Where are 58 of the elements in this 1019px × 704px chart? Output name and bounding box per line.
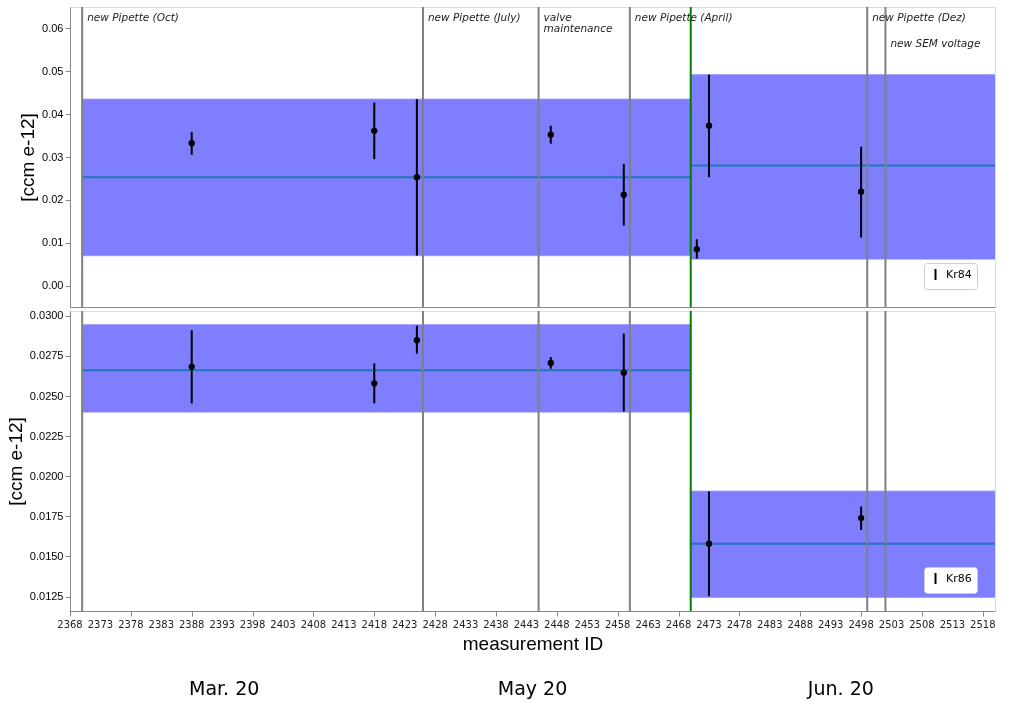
x-tick-label: 2393 (209, 619, 235, 630)
x-tick-label: 2418 (361, 619, 387, 630)
text: Jun. 20 (806, 677, 874, 699)
x-tick-label: 2388 (178, 619, 205, 630)
y-tick-label: 0.00 (42, 279, 64, 292)
y-tick-label: 0.04 (42, 107, 64, 120)
x-tick-label: 2513 (939, 619, 966, 630)
x-tick-label: 2413 (331, 619, 357, 630)
y-tick-label: 0.0125 (29, 590, 64, 603)
y-tick-label: 0.02 (42, 193, 64, 206)
y-tick-label: 0.0175 (29, 509, 64, 522)
x-tick-label: 2478 (726, 619, 753, 630)
y-tick-label: 0.0250 (29, 389, 64, 402)
x-axis-title: measurement ID (462, 633, 604, 654)
ref-line-label: new SEM voltage (890, 37, 981, 49)
x-tick-label: 2518 (970, 619, 996, 630)
x-tick-label: 2443 (513, 619, 540, 630)
text: Mar. 20 (188, 677, 260, 699)
x-tick-label: 2468 (665, 619, 692, 630)
x-tick-label: 2463 (635, 619, 661, 630)
y-tick-label: 0.0275 (29, 349, 64, 362)
y-tick-label: 0.0150 (29, 549, 64, 562)
y-tick-label: 0.03 (42, 150, 64, 163)
x-tick-label: 2408 (300, 619, 327, 630)
x-tick-label: 2428 (422, 619, 448, 630)
x-tick-label: 2453 (574, 619, 600, 630)
x-tick-label: 2448 (544, 619, 570, 630)
y-axis-title: [ccm e-12] (4, 417, 26, 506)
x-tick-label: 2473 (696, 619, 722, 630)
y-tick-label: 0.06 (42, 21, 64, 34)
x-tick-label: 2488 (787, 619, 813, 630)
x-tick-label: 2433 (452, 619, 479, 630)
x-tick-label: 2498 (848, 619, 874, 630)
x-tick-label: 2373 (87, 619, 114, 630)
x-tick-label: 2378 (118, 619, 144, 630)
x-tick-label: 2368 (57, 619, 83, 630)
x-tick-label: 2493 (817, 619, 844, 630)
ref-line-label: valve maintenance (543, 11, 613, 34)
x-tick-label: 2383 (148, 619, 175, 630)
x-tick-label: 2508 (909, 619, 935, 630)
x-tick-label: 2483 (757, 619, 783, 630)
y-tick-label: 0.0300 (29, 309, 64, 322)
x-tick-label: 2458 (604, 619, 631, 630)
y-tick-label: 0.01 (42, 236, 64, 249)
x-tick-label: 2503 (878, 619, 905, 630)
ref-line-label: new Pipette (July) (427, 11, 521, 23)
text: May 20 (497, 677, 568, 699)
x-tick-label: 2438 (483, 619, 509, 630)
y-tick-label: 0.0225 (29, 429, 64, 442)
x-tick-label: 2403 (270, 619, 296, 630)
y-tick-label: 0.0200 (29, 469, 64, 482)
y-axis-title: [ccm e-12] (17, 113, 39, 202)
x-tick-label: 2398 (239, 619, 266, 630)
ref-line-label: new Pipette (Oct) (87, 11, 179, 23)
legend-label: Kr84 (946, 267, 972, 281)
legend-label: Kr86 (946, 571, 972, 585)
x-tick-label: 2423 (391, 619, 418, 630)
y-tick-label: 0.05 (42, 64, 64, 77)
